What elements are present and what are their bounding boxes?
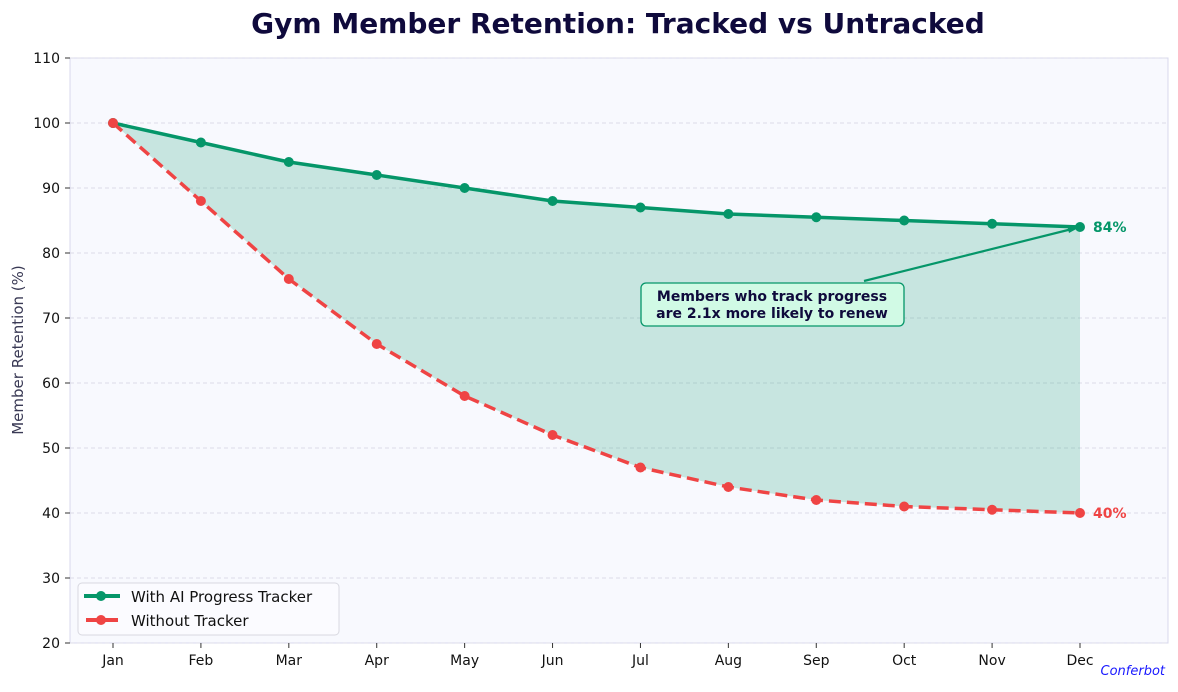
annotation-arrowhead [1067, 225, 1080, 233]
annotation-line-2: are 2.1x more likely to renew [656, 306, 888, 322]
data-point [987, 504, 998, 515]
x-tick-label: May [450, 653, 479, 669]
series-line [111, 121, 1081, 515]
x-tick-label: Jun [541, 653, 564, 669]
data-point [547, 430, 558, 440]
watermark: Conferbot [1101, 664, 1166, 679]
data-point [108, 118, 118, 128]
data-point [899, 501, 910, 512]
end-value-label: 40% [1093, 506, 1127, 522]
x-tick-label: Feb [189, 653, 214, 669]
x-tick-label: Sep [803, 653, 830, 669]
y-tick-label: 80 [42, 246, 60, 262]
data-point [723, 209, 734, 219]
data-point [459, 391, 470, 401]
legend-box [77, 582, 340, 636]
data-point [283, 157, 294, 167]
y-axis-label: Member Retention (%) [9, 265, 27, 435]
series-line [112, 121, 1081, 229]
chart-title: Gym Member Retention: Tracked vs Untrack… [251, 7, 985, 40]
data-point [371, 170, 382, 180]
x-tick-label: Mar [276, 653, 303, 669]
data-point [371, 339, 382, 349]
y-tick-label: 100 [33, 116, 60, 132]
data-point [811, 212, 822, 223]
y-tick-label: 60 [42, 376, 60, 392]
x-tick-label: Nov [978, 653, 1005, 669]
x-tick-label: Aug [715, 653, 742, 669]
data-point [987, 218, 998, 229]
legend-marker-tracked [96, 591, 106, 601]
y-tick-label: 90 [42, 181, 60, 197]
data-point [811, 495, 822, 505]
x-tick-label: Jan [101, 653, 124, 669]
legend: With AI Progress Tracker Without Tracker [77, 582, 340, 636]
annotation-line-1: Members who track progress [657, 289, 887, 305]
x-tick-label: Jul [631, 653, 649, 669]
y-tick-label: 110 [33, 51, 60, 67]
data-point [547, 196, 558, 206]
data-point [195, 137, 206, 148]
legend-label-tracked: With AI Progress Tracker [131, 588, 313, 606]
y-tick-label: 50 [42, 441, 60, 457]
y-tick-label: 70 [42, 311, 60, 327]
data-point [283, 274, 294, 284]
data-point [459, 183, 470, 193]
x-tick-label: Dec [1066, 653, 1093, 669]
annotation-box [640, 282, 905, 327]
data-point [195, 196, 206, 206]
data-point [635, 462, 646, 473]
data-point [1075, 508, 1085, 518]
fill-between-area [113, 123, 1080, 513]
annotation: Members who track progress are 2.1x more… [640, 225, 1080, 327]
y-tick-label: 20 [42, 636, 60, 652]
legend-marker-untracked [96, 615, 106, 625]
end-value-label: 84% [1093, 220, 1127, 236]
x-tick-label: Oct [892, 653, 917, 669]
data-point [723, 482, 734, 492]
series-untracked: 40% [108, 118, 1127, 522]
data-point [635, 202, 646, 213]
legend-label-untracked: Without Tracker [131, 612, 249, 630]
x-tick-label: Apr [365, 653, 389, 669]
data-point [899, 215, 910, 226]
annotation-arrow [863, 226, 1077, 283]
y-tick-label: 40 [42, 506, 60, 522]
y-tick-label: 30 [42, 571, 60, 587]
series-tracked: 84% [108, 118, 1127, 236]
